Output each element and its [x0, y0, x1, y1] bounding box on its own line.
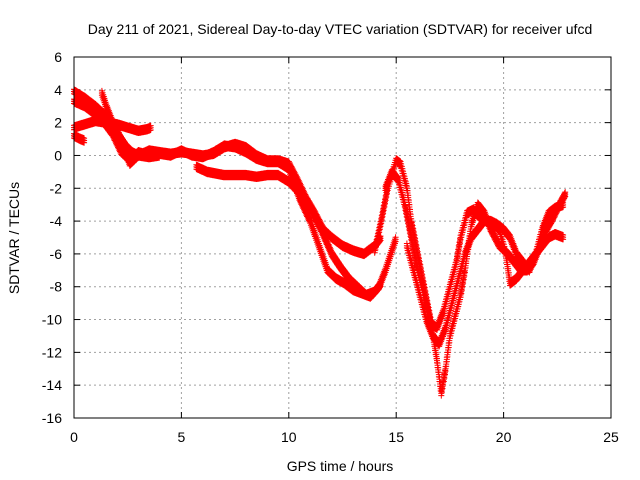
x-axis-label: GPS time / hours — [287, 458, 394, 474]
series-track-d — [98, 87, 163, 163]
y-tick-label: 4 — [54, 82, 62, 98]
y-tick-labels: -16 -14 -12 -10 -8 -6 -4 -2 0 2 4 6 — [42, 49, 62, 426]
plot-frame — [73, 56, 612, 419]
x-tick-label: 25 — [603, 429, 619, 445]
grid — [74, 57, 611, 418]
data-markers — [382, 166, 567, 333]
data-markers — [98, 87, 163, 163]
x-tick-label: 20 — [496, 429, 512, 445]
y-tick-label: -14 — [42, 377, 62, 393]
data-markers — [71, 130, 88, 146]
data-markers — [403, 199, 567, 350]
data-markers — [193, 161, 384, 301]
y-tick-label: -10 — [42, 312, 62, 328]
y-tick-label: -16 — [42, 410, 62, 426]
series-track-f — [193, 161, 384, 301]
y-tick-label: -4 — [50, 213, 63, 229]
y-axis-label: SDTVAR / TECUs — [6, 182, 22, 294]
series-layer — [71, 86, 569, 399]
x-tick-label: 10 — [281, 429, 297, 445]
y-tick-label: -2 — [50, 180, 63, 196]
y-tick-label: 2 — [54, 115, 62, 131]
x-tick-label: 0 — [70, 429, 78, 445]
series-track-h — [382, 166, 567, 333]
x-tick-labels: 0 5 10 15 20 25 — [70, 429, 619, 445]
y-tick-label: 0 — [54, 147, 62, 163]
x-tick-label: 5 — [178, 429, 186, 445]
x-tick-label: 15 — [388, 429, 404, 445]
series-track-i — [403, 199, 567, 350]
series-track-e — [71, 130, 88, 146]
y-tick-label: -6 — [50, 246, 63, 262]
y-tick-label: -12 — [42, 344, 62, 360]
y-tick-label: -8 — [50, 279, 63, 295]
y-tick-label: 6 — [54, 49, 62, 65]
chart-title: Day 211 of 2021, Sidereal Day-to-day VTE… — [88, 21, 592, 37]
axis-ticks — [73, 56, 612, 419]
